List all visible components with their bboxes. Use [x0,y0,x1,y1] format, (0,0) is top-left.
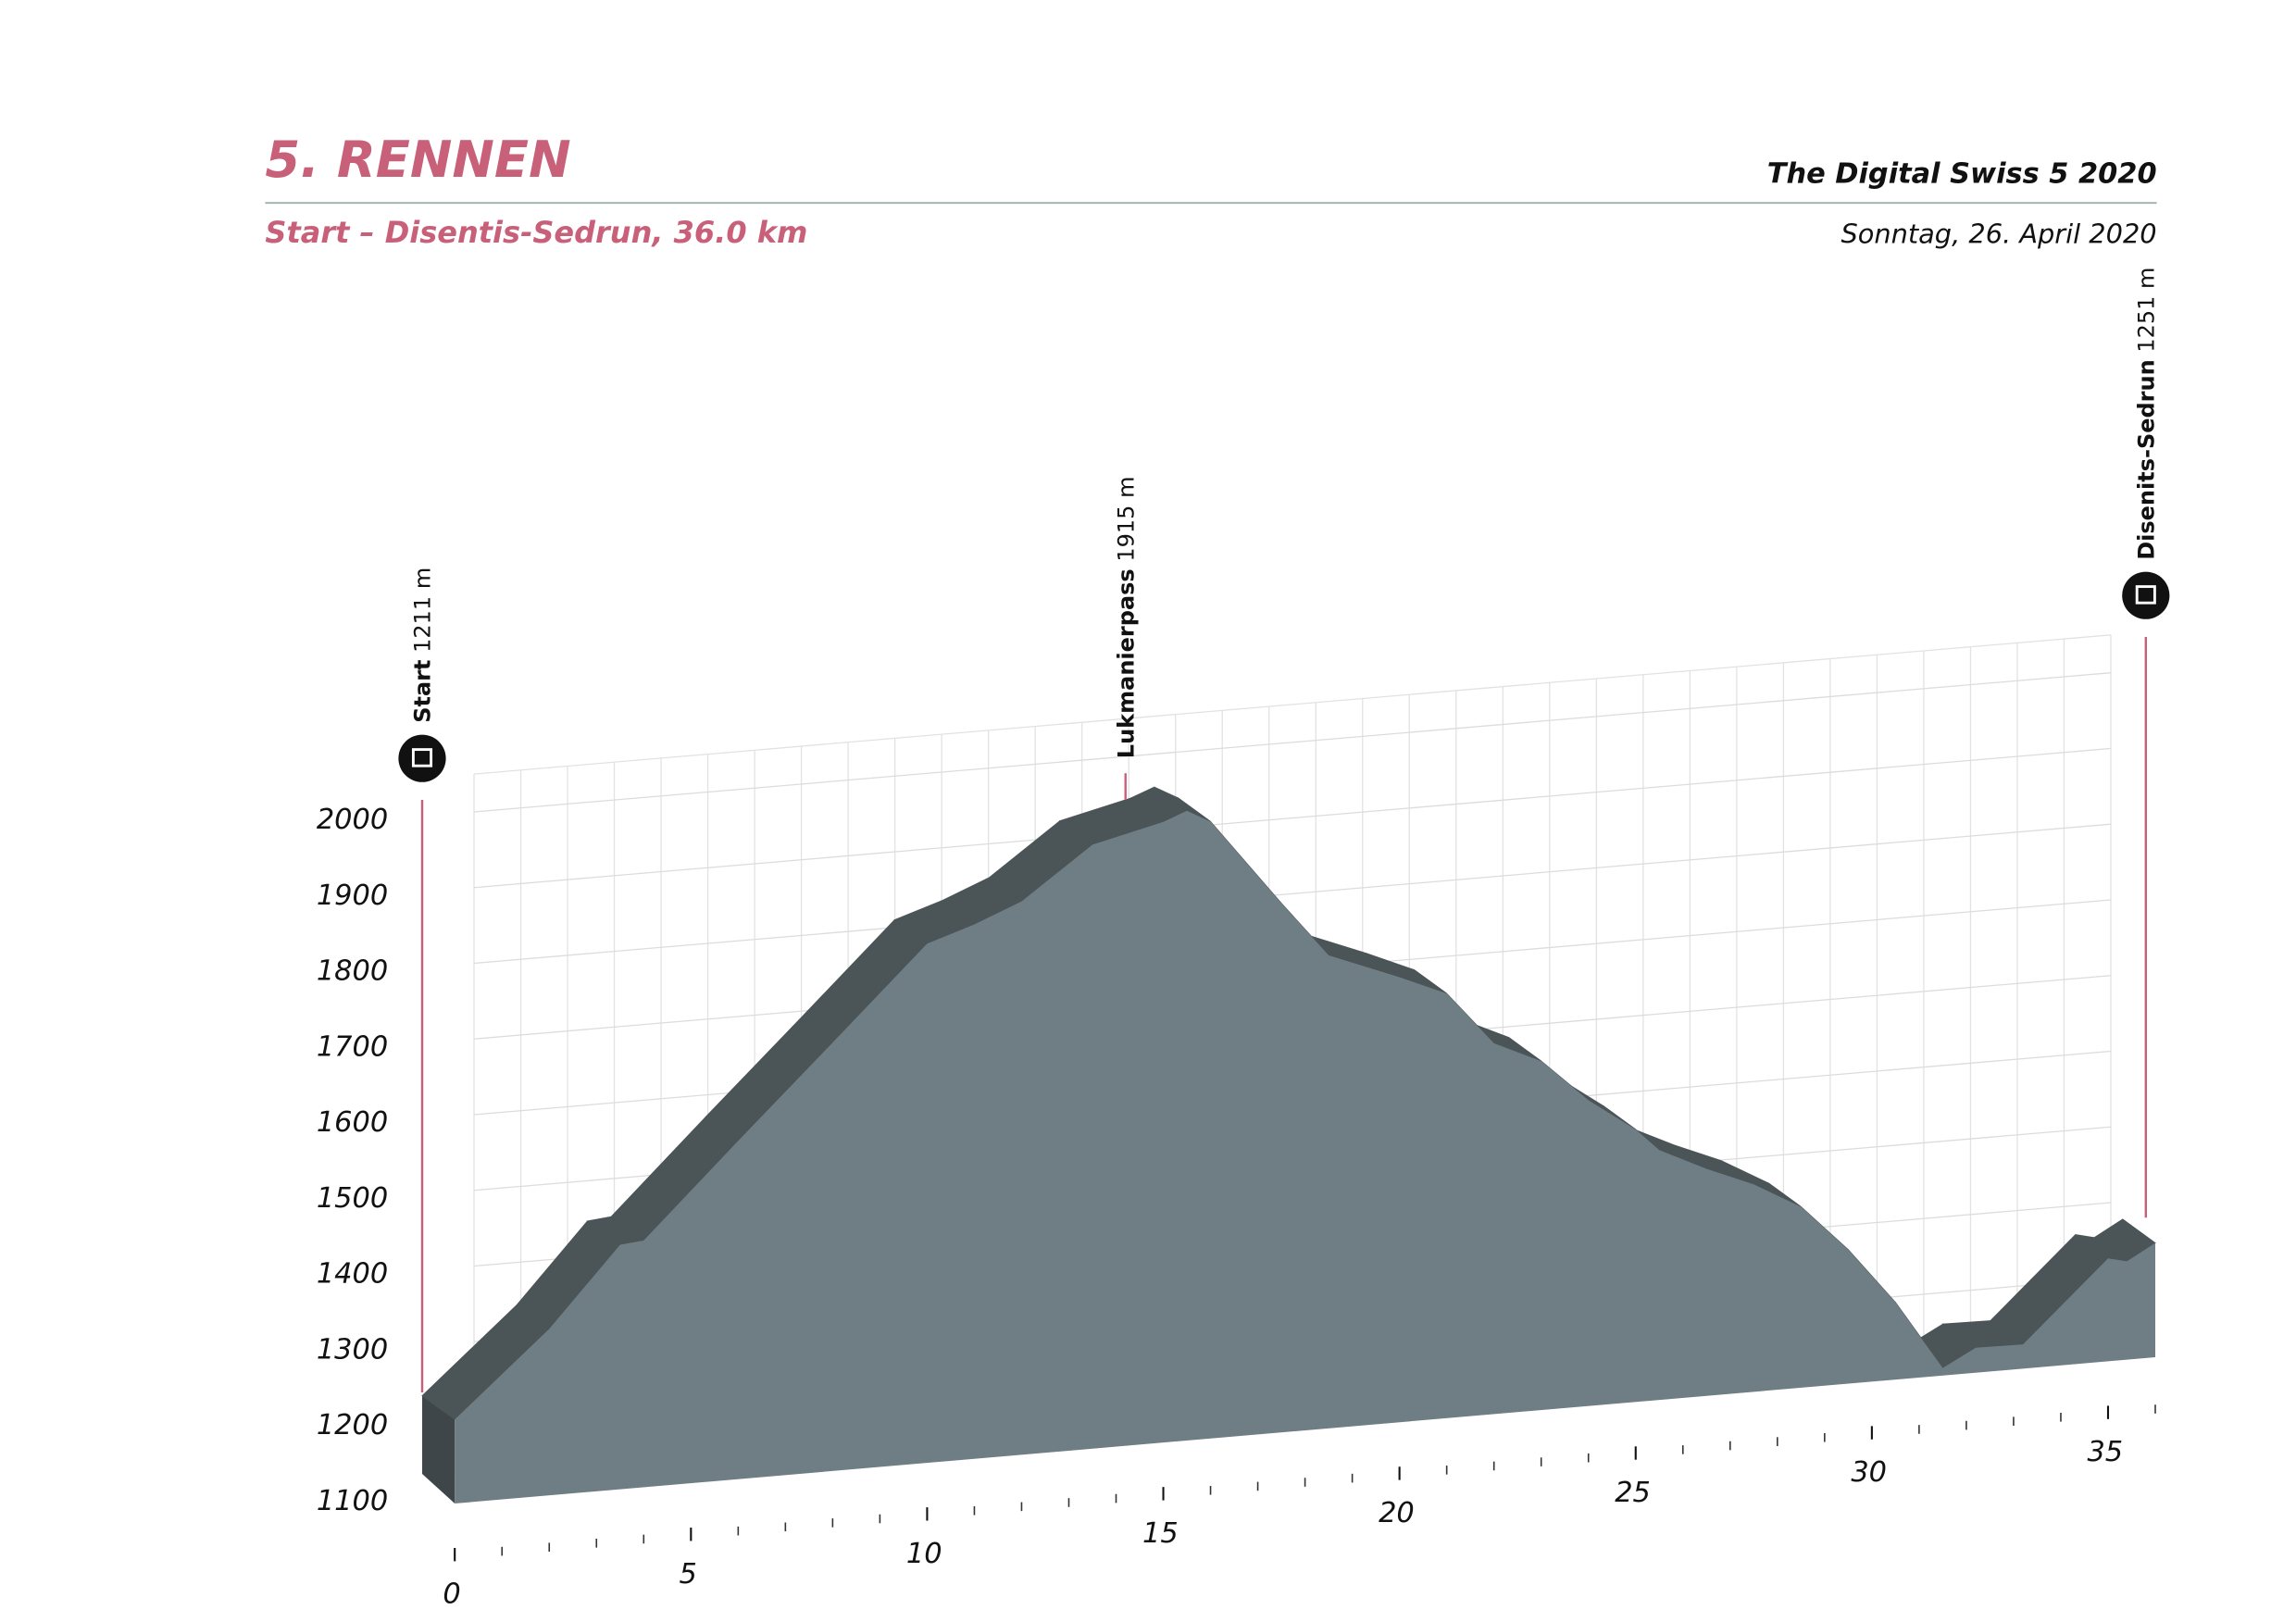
marker-label: Disenits-Sedrun 1251 m [2133,268,2159,560]
profile-side [422,1395,455,1503]
x-tick-label: 5 [679,1558,696,1591]
grid-line [473,823,2112,965]
date: Sonntag, 26. April 2020 [1841,218,2156,249]
marker-elevation: 1251 m [2133,268,2159,353]
marker-name: Start [410,660,436,723]
x-tick-label: 15 [1142,1517,1179,1550]
x-tick-label: 25 [1615,1477,1651,1509]
y-tick-label: 1600 [317,1106,388,1139]
marker-space [410,653,436,660]
grid-line [473,747,2112,889]
marker-name: Disenits-Sedrun [2133,359,2159,560]
marker-icon [2122,571,2170,619]
y-tick-label: 1200 [317,1409,388,1441]
y-tick-label: 2000 [317,804,388,836]
grid-line [473,672,2112,813]
profile-top [2093,1218,2156,1262]
axes: 1100 1200 1300 1400 1500 1600 1700 1800 1900 2000… [317,804,2156,1611]
x-tick-label: 20 [1379,1497,1415,1529]
marker-icon-glyph [2135,585,2156,605]
x-tick-label: 35 [2087,1436,2123,1468]
y-tick-label: 1900 [317,880,388,912]
grid-top [473,634,2112,775]
x-tick-label: 10 [906,1538,942,1570]
marker-space [1113,562,1139,569]
marker-label: Start 1211 m [410,568,436,723]
annotations: Start 1211 m Lukmanierpass 1915 m Disenits… [398,268,2170,1392]
y-tick-label: 1800 [317,955,388,988]
marker-label: Lukmanierpass 1915 m [1113,477,1139,759]
y-tick-label: 1100 [317,1485,388,1517]
profile-area [455,810,2156,1503]
x-tick-label: 30 [1851,1456,1887,1489]
marker-elevation: 1211 m [410,568,436,653]
marker-icon [398,734,446,782]
plot [421,786,2156,1503]
y-tick-label: 1500 [317,1182,388,1215]
marker-space [2133,353,2159,360]
y-tick-label: 1700 [317,1030,388,1063]
y-tick-label: 1400 [317,1258,388,1291]
marker-name: Lukmanierpass [1113,568,1139,758]
marker-icon-glyph [411,748,433,767]
x-tick-label: 0 [443,1578,460,1611]
marker-elevation: 1915 m [1113,477,1139,562]
title: 5. RENNEN [265,131,570,189]
event-name: The Digital Swiss 5 2020 [1767,157,2157,190]
subtitle: Start – Disentis-Sedrun, 36.0 km [265,215,807,250]
y-tick-label: 1300 [317,1333,388,1366]
